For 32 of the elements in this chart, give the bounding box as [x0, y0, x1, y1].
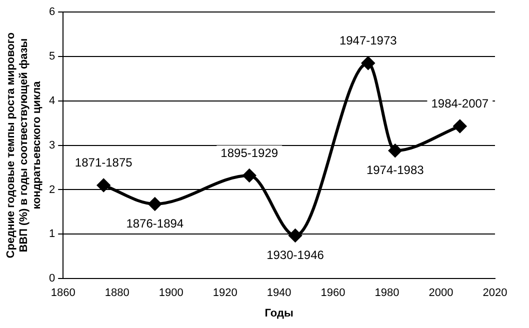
annotation: 1930-1946 — [266, 248, 324, 262]
x-tick-label: 1860 — [50, 287, 76, 300]
annotation: 1984-2007 — [431, 96, 489, 111]
point — [388, 144, 402, 158]
x-tick-label: 2020 — [482, 287, 508, 300]
annotation: 1876-1894 — [126, 216, 184, 230]
x-tick-label: 1980 — [374, 287, 400, 300]
x-axis-title: Годы — [264, 307, 294, 320]
y-axis-title: Средние годовые темпы роста мирового ВВП (%) в годы соотвествующей фазы кондратьевского цикла — [5, 32, 44, 258]
y-tick-label: 0 — [48, 272, 56, 285]
point — [362, 56, 375, 70]
y-tick-label: 3 — [48, 139, 56, 152]
x-tick-label: 1900 — [158, 287, 184, 300]
point — [148, 197, 162, 210]
point — [97, 178, 110, 192]
y-tick-label: 6 — [48, 6, 56, 18]
point — [288, 229, 302, 242]
annotation: 1871-1875 — [74, 156, 133, 170]
x-tick-label: 1880 — [104, 287, 130, 300]
annotation: 1974-1983 — [366, 162, 424, 177]
point — [453, 120, 466, 133]
x-tick-label: 1960 — [320, 287, 346, 300]
y-tick-label: 4 — [48, 94, 56, 107]
point — [242, 169, 256, 182]
x-tick-label: 1920 — [212, 287, 238, 300]
x-tick-label: 2000 — [428, 287, 454, 300]
x-tick-label: 1940 — [266, 287, 292, 300]
y-tick-label: 1 — [48, 228, 56, 240]
y-tick-label: 5 — [48, 50, 56, 62]
annotation: 1947-1973 — [339, 33, 398, 48]
y-tick-label: 2 — [48, 184, 56, 196]
annotation: 1895-1929 — [220, 146, 278, 160]
